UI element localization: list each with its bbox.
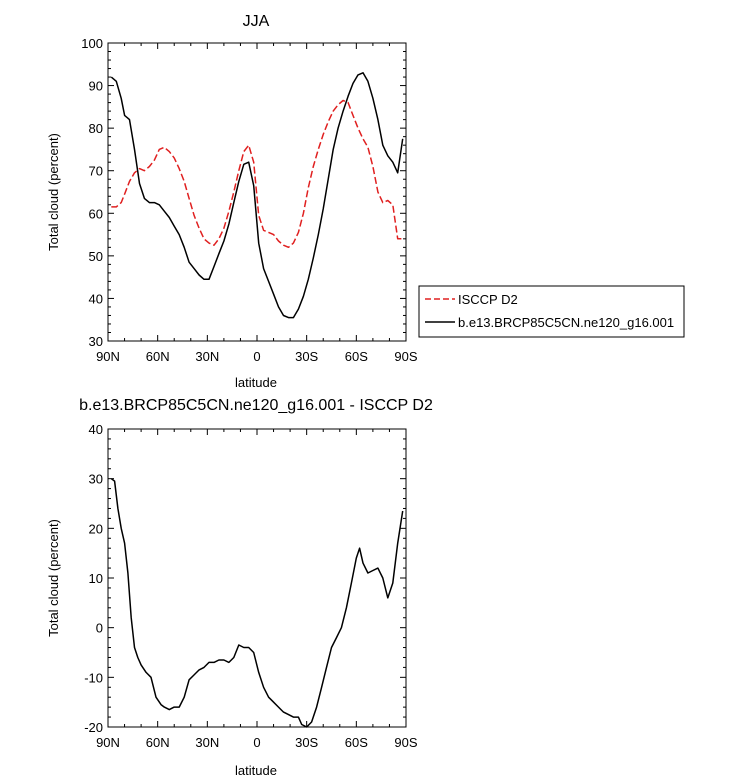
y-tick-label: 40 bbox=[89, 422, 103, 437]
legend-box bbox=[418, 285, 685, 338]
y-tick-label: 30 bbox=[89, 334, 103, 349]
chart-title: JJA bbox=[243, 13, 270, 30]
legend: ISCCP D2 b.e13.BRCP85C5CN.ne120_g16.001 bbox=[418, 285, 685, 338]
series-lines bbox=[110, 478, 404, 728]
x-tick-label: 60S bbox=[345, 735, 368, 750]
y-tick-label: 50 bbox=[89, 249, 103, 264]
series-lines bbox=[110, 72, 404, 319]
y-tick-label: 0 bbox=[96, 621, 103, 636]
series-line-0 bbox=[110, 478, 404, 728]
axis-ticks: 30 40 50 60 70 80 90 100 90N 60N 30N 0 30S 60S 90S bbox=[81, 36, 418, 364]
y-tick-label: 80 bbox=[89, 121, 103, 136]
x-tick-label: 60N bbox=[146, 349, 170, 364]
y-tick-label: -10 bbox=[84, 670, 103, 685]
y-tick-label: 70 bbox=[89, 164, 103, 179]
x-tick-label: 90N bbox=[96, 349, 120, 364]
x-tick-label: 30S bbox=[295, 735, 318, 750]
y-tick-label: 30 bbox=[89, 472, 103, 487]
series-line-0 bbox=[111, 99, 403, 249]
x-axis-label: latitude bbox=[235, 763, 277, 778]
axis-ticks: -20 -10 0 10 20 30 40 90N 60N 30N 0 30S 60S 90S bbox=[84, 422, 418, 750]
x-tick-label: 90S bbox=[394, 349, 417, 364]
legend-label-isccp: ISCCP D2 bbox=[458, 292, 518, 307]
series-line-1 bbox=[110, 72, 404, 319]
y-tick-label: 100 bbox=[81, 36, 103, 51]
x-tick-label: 30S bbox=[295, 349, 318, 364]
x-tick-label: 30N bbox=[195, 735, 219, 750]
x-tick-label: 30N bbox=[195, 349, 219, 364]
x-tick-label: 60N bbox=[146, 735, 170, 750]
x-tick-label: 90N bbox=[96, 735, 120, 750]
legend-label-model: b.e13.BRCP85C5CN.ne120_g16.001 bbox=[458, 315, 674, 330]
x-tick-label: 0 bbox=[253, 735, 260, 750]
y-axis-label: Total cloud (percent) bbox=[46, 519, 61, 637]
x-tick-label: 60S bbox=[345, 349, 368, 364]
chart-difference: b.e13.BRCP85C5CN.ne120_g16.001 - ISCCP D… bbox=[46, 397, 433, 778]
y-tick-label: -20 bbox=[84, 720, 103, 735]
y-tick-label: 60 bbox=[89, 206, 103, 221]
x-axis-label: latitude bbox=[235, 375, 277, 390]
y-tick-label: 90 bbox=[89, 79, 103, 94]
y-tick-label: 10 bbox=[89, 571, 103, 586]
x-tick-label: 90S bbox=[394, 735, 417, 750]
chart-total-cloud-jja: JJA 30 40 50 60 70 80 90 100 90N 60N 30N 0 30S 60S 90S… bbox=[46, 13, 685, 390]
y-tick-label: 20 bbox=[89, 521, 103, 536]
x-tick-label: 0 bbox=[253, 349, 260, 364]
chart-title: b.e13.BRCP85C5CN.ne120_g16.001 - ISCCP D… bbox=[79, 397, 433, 414]
y-axis-label: Total cloud (percent) bbox=[46, 133, 61, 251]
y-tick-label: 40 bbox=[89, 291, 103, 306]
